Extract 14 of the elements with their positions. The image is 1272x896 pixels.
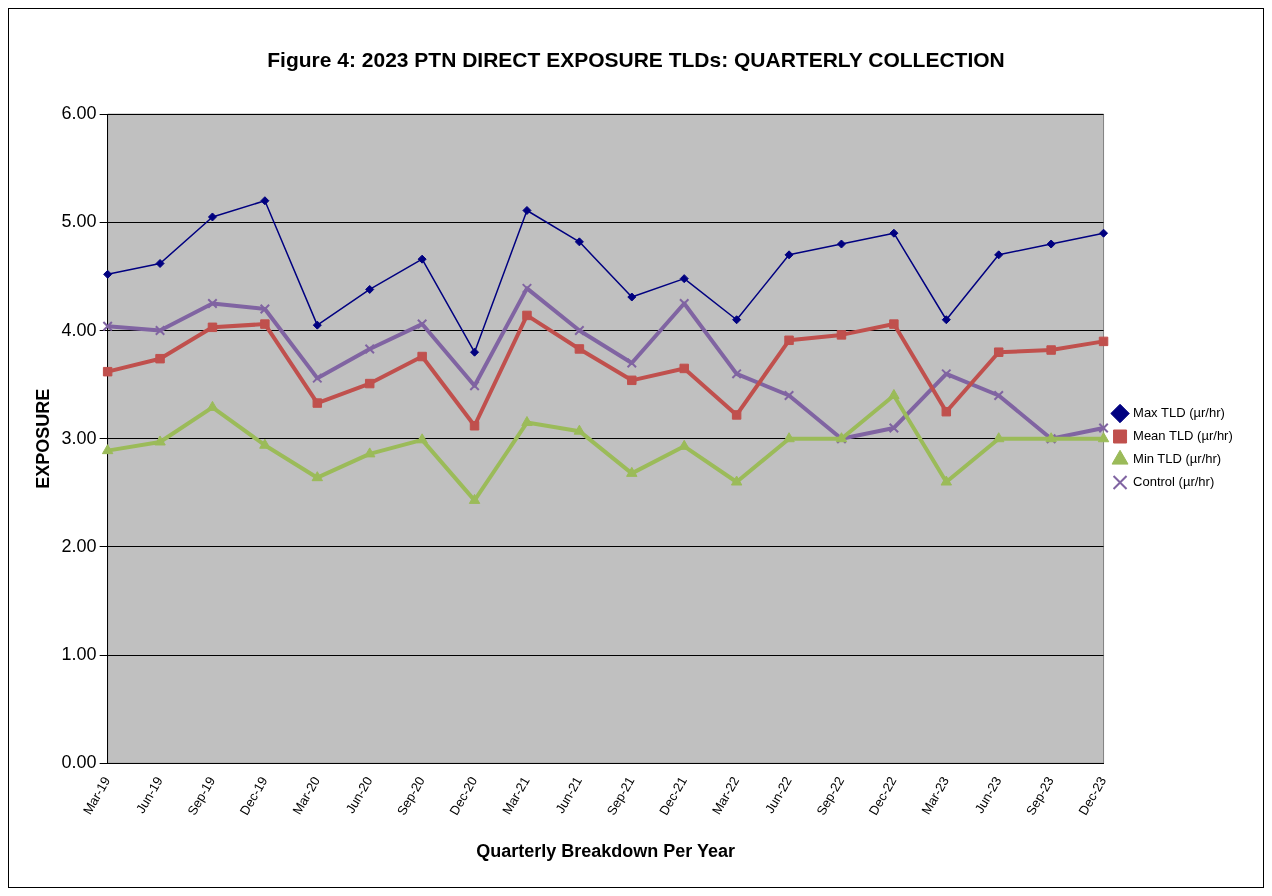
y-axis-title: EXPOSURE	[32, 388, 53, 489]
y-tick-label: 3.00	[61, 427, 97, 448]
y-tick-label: 0.00	[61, 752, 97, 773]
y-tick-label: 4.00	[61, 319, 97, 340]
legend-label: Control (µr/hr)	[1133, 474, 1215, 490]
y-tick-label: 1.00	[61, 644, 97, 665]
y-tick-label: 5.00	[61, 211, 97, 232]
chart-title: Figure 4: 2023 PTN DIRECT EXPOSURE TLDs: QUARTERLY COLLECTION	[267, 48, 1005, 72]
legend-label: Min TLD (µr/hr)	[1133, 451, 1222, 467]
x-axis-title: Quarterly Breakdown Per Year	[476, 841, 735, 862]
y-tick-label: 2.00	[61, 535, 97, 556]
y-tick-label: 6.00	[61, 103, 97, 124]
legend-label: Max TLD (µr/hr)	[1133, 405, 1225, 421]
legend-label: Mean TLD (µr/hr)	[1133, 428, 1233, 444]
